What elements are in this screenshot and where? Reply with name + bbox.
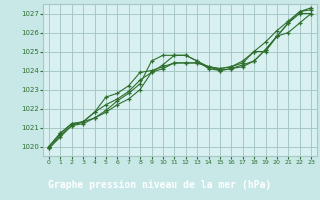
Text: Graphe pression niveau de la mer (hPa): Graphe pression niveau de la mer (hPa) (48, 180, 272, 190)
